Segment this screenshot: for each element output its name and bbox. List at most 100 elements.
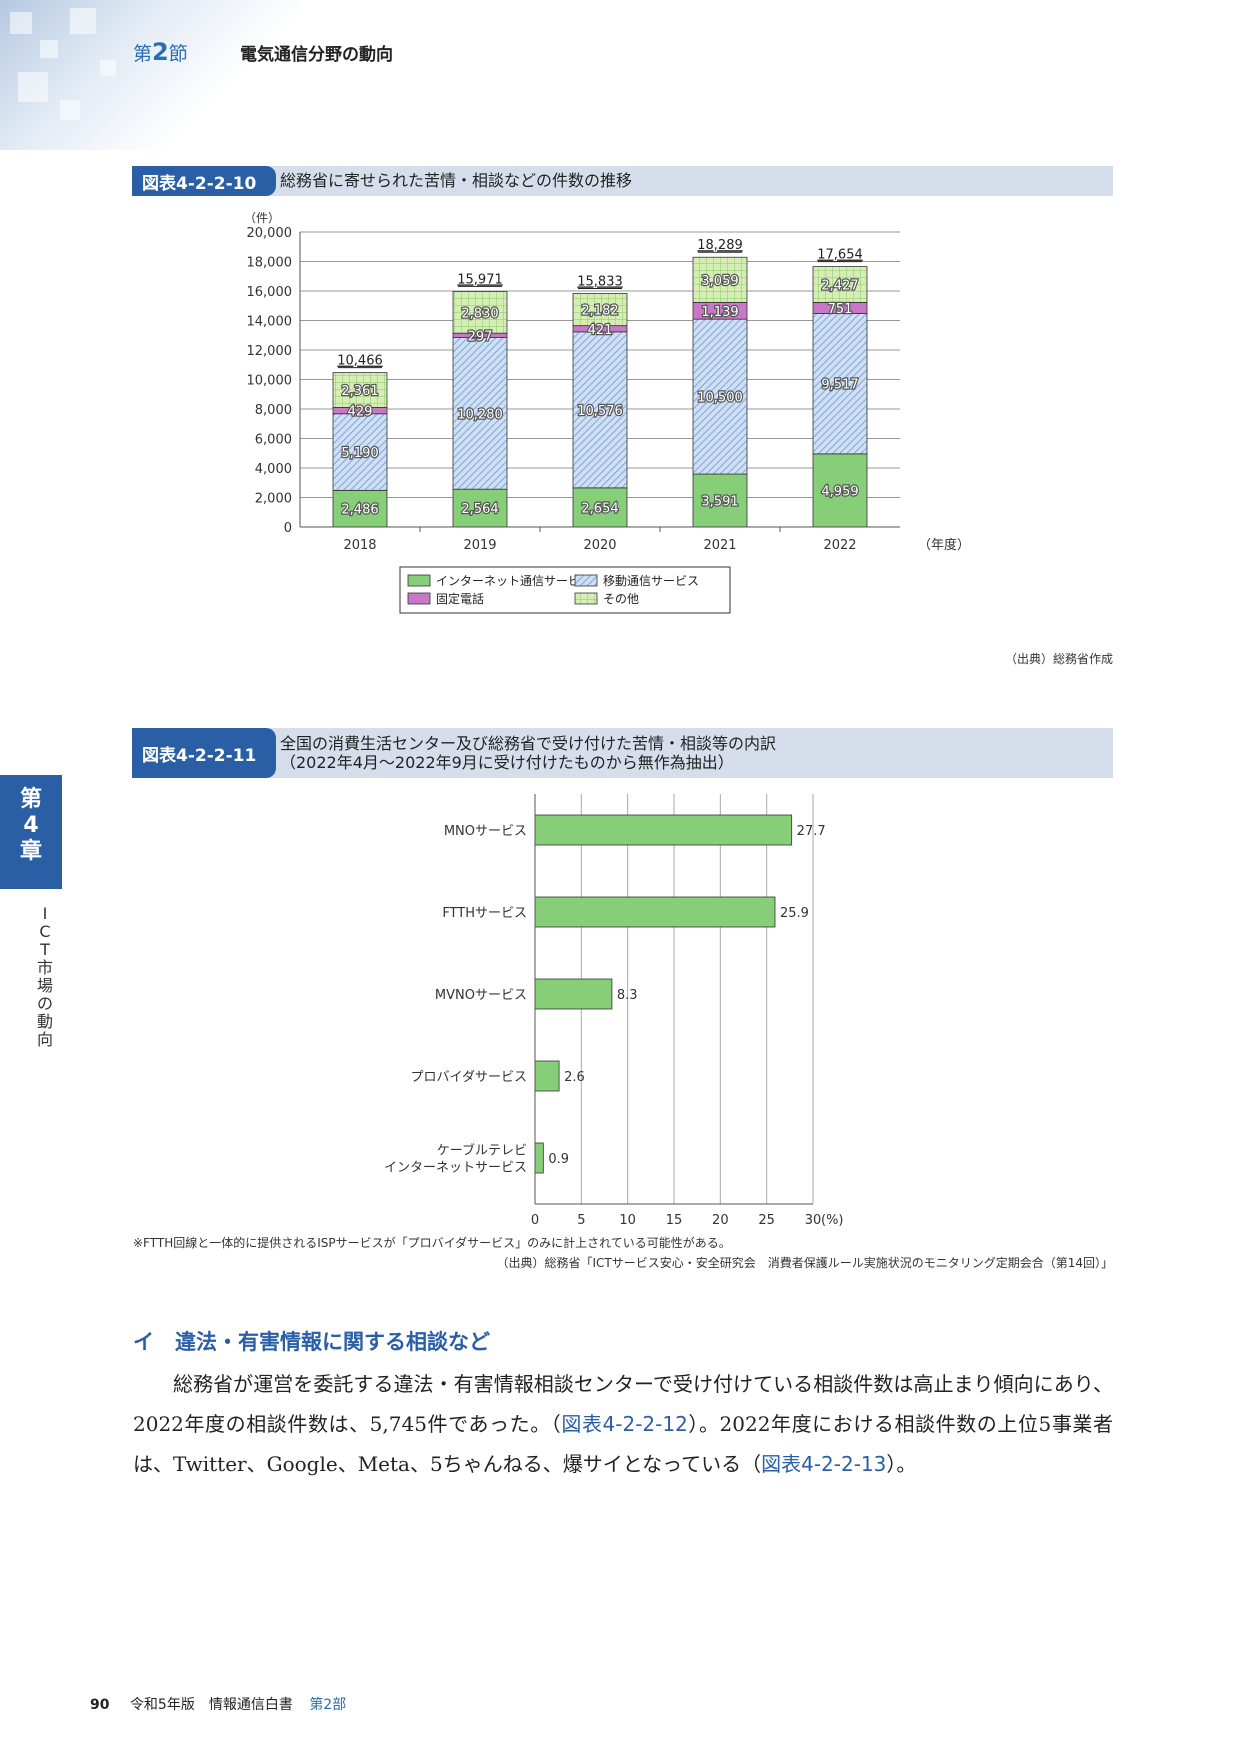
x-tick-label: 10 xyxy=(619,1213,636,1228)
data-label: 3,591 xyxy=(701,495,738,510)
data-label: 27.7 xyxy=(797,824,826,839)
data-label: 2,361 xyxy=(341,384,378,399)
x-unit-label: （年度） xyxy=(918,537,970,553)
data-label: 10,576 xyxy=(577,404,623,419)
book-title: 令和5年版 情報通信白書 xyxy=(129,1697,293,1713)
legend-swatch xyxy=(407,574,431,587)
y-tick-label: 0 xyxy=(284,521,292,536)
legend-swatch xyxy=(407,592,431,605)
figure1-source: （出典）総務省作成 xyxy=(1004,652,1113,666)
data-label: 2,654 xyxy=(581,501,618,516)
legend-label: インターネット通信サービス xyxy=(436,574,592,588)
x-tick-label: 2022 xyxy=(823,538,856,553)
data-label: 10,280 xyxy=(457,407,503,422)
bar-segment xyxy=(572,293,628,327)
y-tick-label: 6,000 xyxy=(255,433,292,448)
data-label: 2,182 xyxy=(581,304,618,319)
subsection-heading: イ 違法・有害情報に関する相談など xyxy=(133,1330,490,1354)
category-label: ケーブルテレビ xyxy=(437,1143,527,1159)
y-tick-label: 12,000 xyxy=(247,344,293,359)
data-label: 5,190 xyxy=(341,446,378,461)
data-label: 4,959 xyxy=(821,484,858,499)
category-label: インターネットサービス xyxy=(384,1161,527,1176)
total-label: 15,971 xyxy=(457,272,503,287)
body-paragraph: 総務省が運営を委託する違法・有害情報相談センターで受け付けている相談件数は高止ま… xyxy=(133,1372,1113,1476)
x-unit-label: (%) xyxy=(821,1213,844,1228)
data-label: 297 xyxy=(468,329,493,344)
bar-segment xyxy=(572,487,628,528)
data-label: 2,427 xyxy=(821,279,858,294)
x-tick-label: 0 xyxy=(531,1213,539,1228)
legend-label: 固定電話 xyxy=(436,591,484,606)
bar-segment xyxy=(812,313,868,455)
category-label: MNOサービス xyxy=(444,824,527,839)
figure2-chart: 27.7 25.9 8.3 2.6 0.9 0 5 10 15 20 25 30 (%) MNOサービス… xyxy=(384,794,844,1228)
data-label: 2,564 xyxy=(461,502,498,517)
bar-segment xyxy=(812,266,868,303)
bar-segment xyxy=(332,372,388,408)
bar-segment xyxy=(812,453,868,528)
x-tick-label: 15 xyxy=(666,1213,683,1228)
page-number: 90 xyxy=(90,1697,110,1713)
data-label: 3,059 xyxy=(701,274,738,289)
bar-segment xyxy=(692,256,748,303)
figure2-note: ※FTTH回線と一体的に提供されるISPサービスが「プロバイダサービス」のみに計… xyxy=(133,1236,731,1250)
y-tick-label: 8,000 xyxy=(255,403,292,418)
figure2-title-bar: 図表4-2-2-11 全国の消費生活センター及び総務省で受け付けた苦情・相談等の… xyxy=(132,728,1113,778)
page-footer: 90 令和5年版 情報通信白書 第2部 xyxy=(90,1694,346,1714)
figure1-chart: 2,486 5,190 429 2,361 10,466 2,564 10,280 297 2,… xyxy=(244,211,970,614)
x-tick-label: 30 xyxy=(805,1213,822,1228)
y-tick-label: 2,000 xyxy=(255,492,292,507)
bar-segment xyxy=(452,337,508,490)
x-tick-label: 2020 xyxy=(583,538,616,553)
category-label: FTTHサービス xyxy=(442,906,527,921)
data-label: 2,486 xyxy=(341,503,378,518)
data-label: 10,500 xyxy=(697,391,743,406)
legend-swatch xyxy=(574,592,598,605)
bar-segment xyxy=(692,318,748,475)
figure-link-12[interactable]: 図表4-2-2-12 xyxy=(561,1412,688,1436)
x-tick-label: 20 xyxy=(712,1213,729,1228)
y-tick-label: 10,000 xyxy=(247,374,293,389)
figure2-title-line2: （2022年4月～2022年9月に受け付けたものから無作為抽出） xyxy=(280,753,734,772)
y-tick-label: 18,000 xyxy=(247,256,293,271)
figure1-title-bar: 図表4-2-2-10 総務省に寄せられた苦情・相談などの件数の推移 xyxy=(132,166,1113,196)
corner-decoration xyxy=(0,0,300,150)
bar xyxy=(534,814,793,846)
legend-box xyxy=(399,566,731,614)
figure1-title: 総務省に寄せられた苦情・相談などの件数の推移 xyxy=(280,171,633,190)
y-tick-label: 14,000 xyxy=(247,315,293,330)
figure-link-13[interactable]: 図表4-2-2-13 xyxy=(761,1452,887,1476)
data-label: 25.9 xyxy=(780,906,809,921)
category-label: MVNOサービス xyxy=(435,988,527,1003)
category-label: プロバイダサービス xyxy=(411,1070,527,1085)
bar-segment xyxy=(332,413,388,491)
data-label: 2,830 xyxy=(461,306,498,321)
y-tick-label: 4,000 xyxy=(255,462,292,477)
data-label: 0.9 xyxy=(548,1152,569,1167)
bar xyxy=(534,896,776,928)
bar xyxy=(534,1142,544,1174)
section-title: 電気通信分野の動向 xyxy=(240,45,393,65)
data-label: 9,517 xyxy=(821,378,858,393)
figure2-title-line1: 全国の消費生活センター及び総務省で受け付けた苦情・相談等の内訳 xyxy=(280,734,777,753)
part-label: 第2部 xyxy=(309,1697,347,1713)
x-tick-label: 25 xyxy=(758,1213,775,1228)
total-label: 17,654 xyxy=(817,248,863,263)
y-tick-label: 20,000 xyxy=(247,226,293,241)
legend-swatch xyxy=(574,574,598,587)
figure2-tag: 図表4-2-2-11 xyxy=(132,728,277,778)
x-tick-label: 5 xyxy=(577,1213,585,1228)
bar xyxy=(534,978,613,1010)
x-tick-label: 2021 xyxy=(703,538,736,553)
data-label: 421 xyxy=(588,323,613,338)
data-label: 429 xyxy=(348,405,373,420)
x-tick-label: 2018 xyxy=(343,538,376,553)
bar-segment xyxy=(572,331,628,489)
total-label: 15,833 xyxy=(577,274,623,289)
bar-segment xyxy=(692,473,748,528)
legend-label: その他 xyxy=(603,592,639,606)
y-tick-label: 16,000 xyxy=(247,285,293,300)
